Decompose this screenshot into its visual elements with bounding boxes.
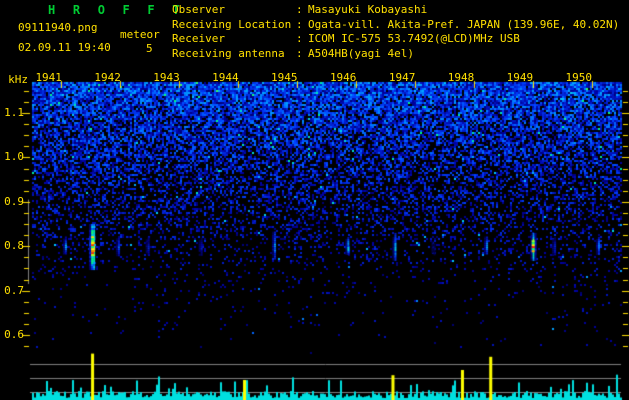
y-tick-label-1-1: 1.1 bbox=[4, 106, 24, 120]
info-value-receiver: ICOM IC-575 53.7492(@LCD)MHz USB bbox=[308, 32, 520, 45]
info-label-receiving-location: Receiving Location bbox=[172, 17, 292, 31]
x-tick-label-1950: 1950 bbox=[565, 71, 593, 84]
filename-label: 09111940.png bbox=[18, 21, 98, 34]
x-tick-label-1949: 1949 bbox=[506, 71, 534, 84]
app-title: H R O F F T bbox=[48, 3, 185, 17]
info-label-receiver: Receiver bbox=[172, 32, 225, 45]
header-panel: H R O F F T 09111940.png 02.09.11 19:40 … bbox=[0, 0, 629, 70]
x-tick-label-1942: 1942 bbox=[94, 71, 121, 84]
x-tick-label-1941: 1941 bbox=[35, 71, 62, 84]
x-tick-label-1944: 1944 bbox=[212, 71, 239, 84]
x-tick-label-1948: 1948 bbox=[447, 71, 475, 84]
info-value-receiving-location: Ogata-vill. Akita-Pref. JAPAN (139.96E, … bbox=[308, 17, 620, 31]
event-type-label: meteor bbox=[120, 28, 160, 41]
info-label-observer: Observer bbox=[172, 3, 225, 16]
info-row-receiver: Receiver : ICOM IC-575 53.7492(@LCD)MHz … bbox=[172, 32, 619, 47]
event-count-label: 5 bbox=[146, 42, 153, 55]
y-tick-label-0-7: 0.7 bbox=[4, 283, 24, 297]
x-tick-label-1946: 1946 bbox=[329, 71, 357, 84]
axis-canvas bbox=[0, 70, 629, 400]
info-colon-receiving-location: : bbox=[296, 17, 303, 31]
y-axis-title: kHz bbox=[8, 73, 28, 86]
info-row-receiving-location: Receiving Location : Ogata-vill. Akita-P… bbox=[172, 18, 619, 33]
y-tick-label-0-8: 0.8 bbox=[4, 239, 24, 253]
info-row-receiving-antenna: Receiving antenna : A504HB(yagi 4el) bbox=[172, 47, 619, 62]
info-colon-receiving-antenna: : bbox=[296, 46, 303, 60]
y-tick-label-0-6: 0.6 bbox=[4, 328, 24, 342]
info-label-receiving-antenna: Receiving antenna bbox=[172, 46, 285, 60]
datetime-label: 02.09.11 19:40 bbox=[18, 41, 111, 54]
spectrogram-plot: kHz 1.1 1.0 0.9 0.8 0.7 0.6 1941 1942 1943 1944 194… bbox=[0, 70, 629, 400]
y-tick-label-0-9: 0.9 bbox=[4, 194, 24, 208]
x-tick-label-1945: 1945 bbox=[271, 71, 298, 84]
y-tick-label-1-0: 1.0 bbox=[4, 150, 24, 164]
info-colon-observer: : bbox=[296, 3, 303, 16]
x-tick-label-1947: 1947 bbox=[388, 71, 416, 84]
info-value-observer: Masayuki Kobayashi bbox=[308, 3, 428, 16]
x-tick-label-1943: 1943 bbox=[153, 71, 180, 84]
info-colon-receiver: : bbox=[296, 32, 303, 45]
info-row-observer: Observer : Masayuki Kobayashi bbox=[172, 3, 619, 18]
info-value-receiving-antenna: A504HB(yagi 4el) bbox=[308, 46, 414, 60]
station-info-table: Observer : Masayuki Kobayashi Receiving … bbox=[172, 3, 619, 61]
